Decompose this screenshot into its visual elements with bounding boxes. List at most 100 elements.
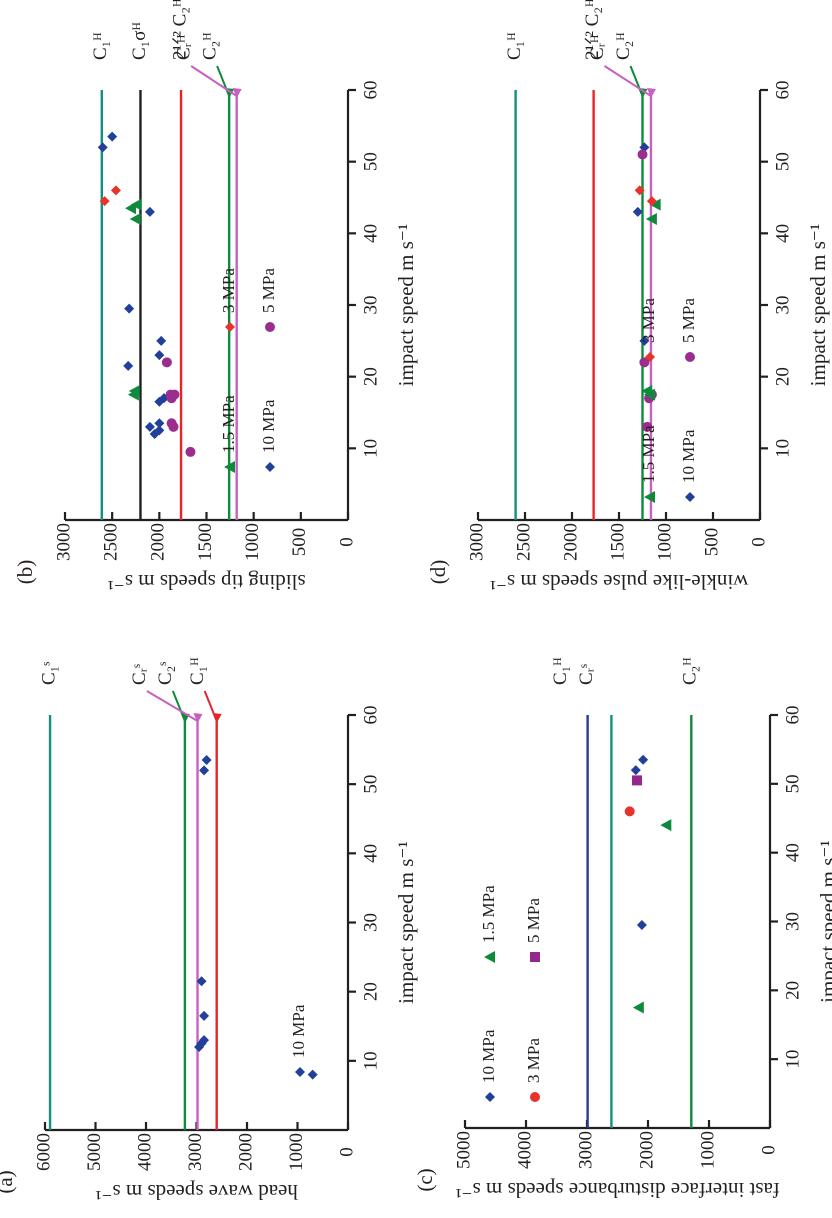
x-tick-label: 30: [360, 296, 381, 315]
y-tick-label: 2000: [636, 1131, 657, 1169]
legend-label: 1.5 MPa: [219, 395, 238, 453]
legend-marker: [644, 491, 655, 503]
y-tick-label: 500: [289, 528, 310, 557]
legend-label: 5 MPa: [679, 298, 698, 343]
chart-panel-d: 10 20 30 40 50 60 0 500 1000 1500 2000 2500 3000 impa…: [426, 0, 830, 594]
data-point: [638, 754, 649, 765]
legend-marker: [295, 1067, 305, 1077]
y-tick-label: 3000: [575, 1131, 596, 1169]
data-point: [99, 196, 110, 207]
y-tick-label: 1000: [654, 523, 675, 561]
legend-label: 1.5 MPa: [479, 885, 498, 943]
reference-line-label: Cᵣᴴ: [587, 35, 608, 60]
data-point: [130, 198, 142, 211]
reference-line-label: C₂ᴴ: [199, 32, 220, 60]
x-tick-label: 60: [782, 706, 803, 725]
data-point: [154, 418, 165, 429]
reference-line-label: C₁ᴴ: [504, 32, 525, 60]
legend-label: 3 MPa: [524, 1038, 543, 1083]
data-point: [645, 213, 657, 225]
y-tick-label: 5000: [84, 1133, 105, 1171]
data-point: [642, 421, 653, 432]
y-tick-label: 1500: [195, 523, 216, 561]
data-point: [199, 1035, 210, 1046]
data-point: [639, 335, 650, 346]
reference-arrow: [146, 690, 199, 722]
legend-label: 3 MPa: [639, 298, 658, 343]
x-tick-label: 60: [360, 706, 381, 725]
legend-label: 3 MPa: [219, 268, 238, 313]
reference-line-label: C₁ᴴ: [90, 32, 111, 60]
legend-marker: [685, 492, 695, 502]
legend-marker: [484, 951, 495, 963]
y-tick-label: 3000: [53, 523, 74, 561]
reference-line-label: Cᵣᴴ: [173, 35, 194, 60]
y-axis-title: winkle-like pulse speeds m s⁻¹: [490, 570, 749, 594]
data-point: [630, 765, 641, 776]
legend-label: 1.5 MPa: [639, 425, 658, 483]
data-point: [639, 357, 650, 368]
y-tick-label: 5000: [453, 1131, 474, 1169]
reference-line-label: Cᵣˢ: [129, 664, 150, 685]
data-point: [161, 357, 172, 368]
x-tick-label: 40: [360, 844, 381, 863]
x-tick-label: 30: [360, 913, 381, 932]
data-point: [632, 1001, 644, 1014]
chart-panel-c: 10 20 30 40 50 60 0 1000 2000 3000 4000 5000 impact …: [413, 657, 832, 1202]
legend-label: 5 MPa: [524, 898, 543, 943]
data-point: [634, 185, 645, 196]
x-tick-label: 10: [360, 1051, 381, 1070]
data-point: [637, 149, 648, 160]
chart-panel-b: 10 20 30 40 50 60 0 500 1000 1500 2000 2500 3000 impa…: [13, 0, 418, 594]
chart-panel-a: 10 20 30 40 50 60 0 1000 2000 3000 4000 5000 6000 imp…: [0, 657, 418, 1204]
y-axis-title: head wave speeds m s⁻¹: [95, 1180, 298, 1204]
y-tick-label: 4000: [134, 1133, 155, 1171]
reference-arrow-head: [193, 713, 203, 723]
legend-label: 5 MPa: [259, 268, 278, 313]
x-tick-label: 10: [782, 1050, 803, 1069]
x-axis-title: impact speed m s⁻¹: [806, 224, 830, 387]
x-tick-label: 10: [360, 439, 381, 458]
reference-arrow: [603, 65, 652, 97]
data-point: [199, 765, 210, 776]
reference-line-label: C₁ᴴ: [187, 657, 208, 685]
data-point: [660, 819, 672, 832]
x-axis-title: impact speed m s⁻¹: [816, 840, 832, 1003]
legend-marker: [530, 952, 540, 962]
x-tick-label: 40: [782, 843, 803, 862]
data-point: [185, 446, 196, 457]
y-tick-label: 2000: [235, 1133, 256, 1171]
x-tick-label: 50: [782, 774, 803, 793]
data-point: [201, 754, 212, 765]
x-axis-title: impact speed m s⁻¹: [394, 224, 418, 387]
legend-marker: [530, 1092, 540, 1102]
data-point: [123, 360, 134, 371]
data-point: [646, 196, 657, 207]
x-tick-label: 20: [360, 367, 381, 386]
reference-line-label: 2¹ᐟ² C₂ᴴ: [582, 0, 603, 60]
reference-arrow-head: [212, 713, 222, 723]
data-point: [169, 389, 180, 400]
legend-label: 10 MPa: [479, 1029, 498, 1083]
y-tick-label: 4000: [514, 1131, 535, 1169]
y-axis-title: fast interface disturbance speeds m s⁻¹: [455, 1178, 780, 1202]
data-point: [632, 206, 643, 217]
y-tick-label: 0: [748, 537, 769, 547]
x-tick-label: 60: [772, 81, 793, 100]
x-tick-label: 50: [360, 152, 381, 171]
legend-marker: [225, 322, 235, 332]
x-tick-label: 50: [772, 152, 793, 171]
data-point: [641, 385, 653, 397]
legend-marker: [685, 352, 695, 362]
x-tick-label: 50: [360, 775, 381, 794]
data-point: [144, 206, 155, 217]
data-point: [156, 335, 167, 346]
data-point: [154, 425, 165, 436]
x-tick-label: 20: [782, 981, 803, 1000]
y-tick-label: 0: [758, 1145, 779, 1155]
x-tick-label: 20: [772, 367, 793, 386]
panel-label: (c): [413, 1168, 437, 1191]
y-axis-title: sliding tip speeds m s⁻¹: [107, 570, 305, 594]
legend-marker: [224, 461, 235, 473]
